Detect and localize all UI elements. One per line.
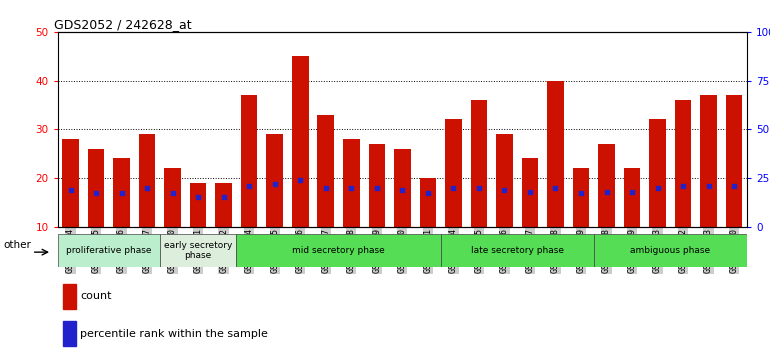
Bar bbox=[496, 134, 513, 227]
Bar bbox=[139, 134, 156, 227]
Bar bbox=[63, 321, 75, 346]
Bar bbox=[113, 159, 130, 227]
Bar bbox=[216, 183, 232, 227]
Bar bbox=[236, 234, 440, 267]
Bar bbox=[675, 100, 691, 227]
Text: other: other bbox=[3, 240, 31, 250]
Text: proliferative phase: proliferative phase bbox=[66, 246, 152, 255]
Bar bbox=[649, 120, 666, 227]
Bar bbox=[266, 134, 283, 227]
Bar bbox=[164, 168, 181, 227]
Bar bbox=[190, 183, 206, 227]
Bar bbox=[594, 234, 747, 267]
Bar bbox=[573, 168, 589, 227]
Bar bbox=[160, 234, 236, 267]
Text: count: count bbox=[81, 291, 112, 301]
Text: early secretory
phase: early secretory phase bbox=[164, 241, 233, 260]
Bar bbox=[624, 168, 641, 227]
Bar bbox=[63, 284, 75, 309]
Bar bbox=[317, 115, 334, 227]
Bar bbox=[440, 234, 594, 267]
Text: ambiguous phase: ambiguous phase bbox=[631, 246, 711, 255]
Bar bbox=[88, 149, 104, 227]
Bar bbox=[62, 139, 79, 227]
Text: late secretory phase: late secretory phase bbox=[470, 246, 564, 255]
Bar bbox=[726, 95, 742, 227]
Text: percentile rank within the sample: percentile rank within the sample bbox=[81, 329, 269, 339]
Bar bbox=[445, 120, 462, 227]
Bar bbox=[343, 139, 360, 227]
Bar bbox=[394, 149, 410, 227]
Bar bbox=[58, 234, 160, 267]
Text: mid secretory phase: mid secretory phase bbox=[292, 246, 385, 255]
Bar bbox=[470, 100, 487, 227]
Bar bbox=[369, 144, 385, 227]
Bar bbox=[547, 81, 564, 227]
Bar bbox=[292, 56, 309, 227]
Bar bbox=[521, 159, 538, 227]
Bar bbox=[598, 144, 614, 227]
Bar bbox=[420, 178, 436, 227]
Bar bbox=[241, 95, 257, 227]
Bar bbox=[701, 95, 717, 227]
Text: GDS2052 / 242628_at: GDS2052 / 242628_at bbox=[55, 18, 192, 31]
